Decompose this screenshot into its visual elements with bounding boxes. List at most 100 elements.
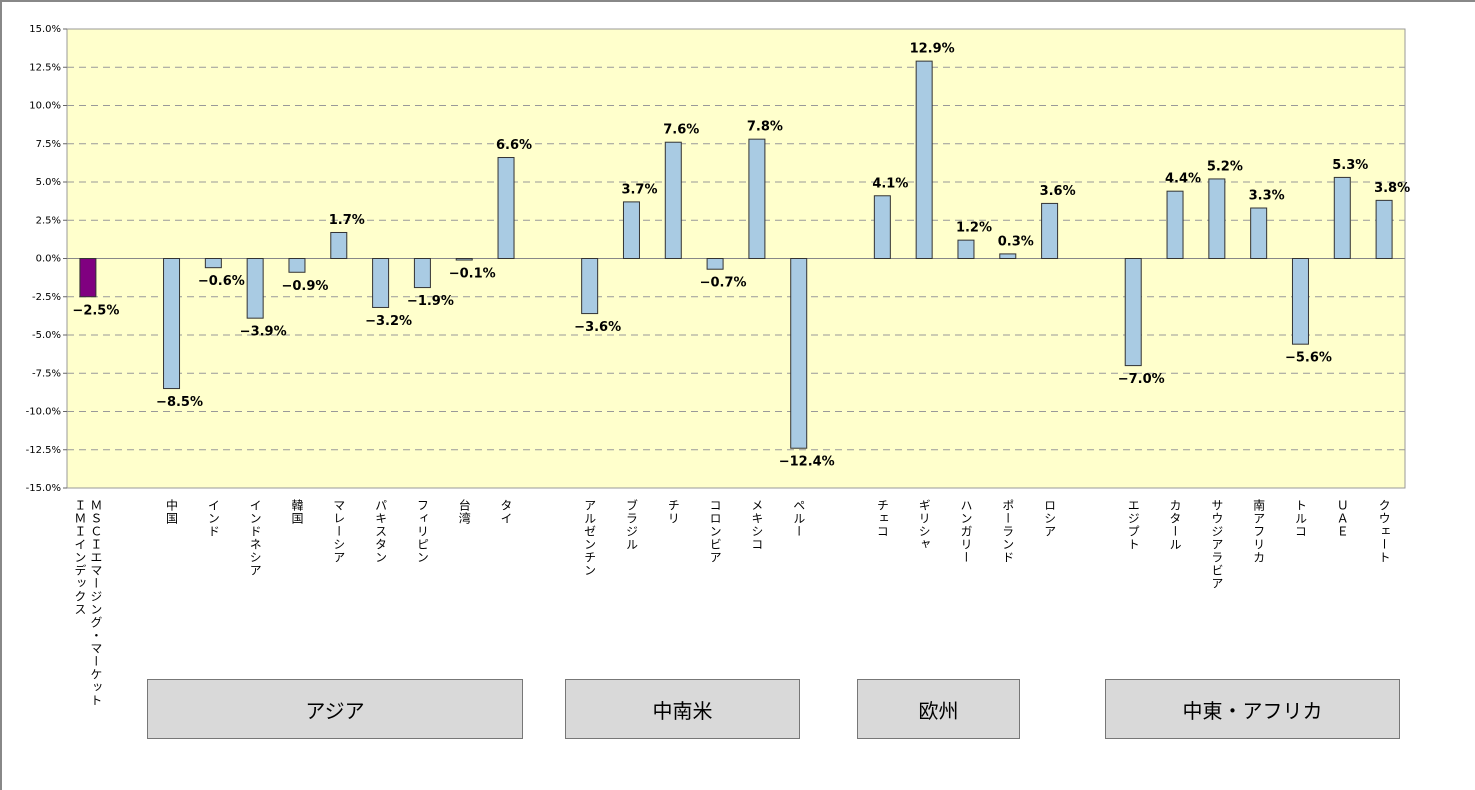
bar [790,258,808,449]
x-tick-label: ロシア [1042,499,1057,538]
x-tick-label: エジプト [1126,499,1141,551]
data-label: 1.7% [329,213,365,228]
x-tick-label: ハンガリー [958,499,973,564]
data-label: −12.4% [779,455,835,470]
data-label: 4.1% [872,176,908,191]
x-tick-label: 中国 [164,499,179,525]
x-tick-label: サウジアラビア [1209,499,1224,590]
bar [664,141,682,259]
bar [372,258,390,308]
x-tick-label: 台湾 [457,499,472,525]
y-tick-label: -10.0% [26,407,61,418]
x-tick-label: ＵＡＥ [1335,499,1350,538]
group-label: アジア [147,679,523,739]
bar [915,60,933,259]
data-label: −5.6% [1285,351,1332,366]
data-label: −7.0% [1118,372,1165,387]
y-tick-label: 0.0% [36,254,61,265]
x-tick-label: ＭＳＣＩエマージング・マーケット ＩＭＩインデックス [72,499,103,707]
x-tick-label: トルコ [1293,499,1308,538]
data-label: 3.7% [621,182,657,197]
data-label: −0.9% [281,279,328,294]
y-tick-label: -12.5% [26,445,61,456]
x-tick-label: ポーランド [1000,499,1015,564]
x-tick-label: 南アフリカ [1251,499,1266,564]
y-tick-label: -2.5% [32,292,61,303]
x-tick-label: カタール [1168,499,1183,551]
data-label: −8.5% [156,395,203,410]
x-tick-label: タイ [499,499,514,525]
data-label: 4.4% [1165,172,1201,187]
bar [1250,207,1268,259]
data-label: 0.3% [998,234,1034,249]
data-label: 7.6% [663,123,699,138]
data-label: −3.6% [574,320,621,335]
data-label: −0.1% [449,267,496,282]
data-label: −3.2% [365,314,412,329]
y-tick-label: -15.0% [26,483,61,494]
y-tick-label: 12.5% [29,62,61,73]
x-tick-label: アルゼンチン [582,499,597,577]
data-label: 3.3% [1249,189,1285,204]
bar [706,258,724,270]
bar [873,195,891,260]
data-label: 7.8% [747,120,783,135]
x-tick-label: チェコ [875,499,890,538]
data-label: −2.5% [72,303,119,318]
x-tick-label: パキスタン [373,499,388,564]
data-label: 6.6% [496,138,532,153]
bar [288,258,306,273]
group-label: 中東・アフリカ [1105,679,1400,739]
y-tick-label: 2.5% [36,215,61,226]
bar [413,258,431,289]
y-tick-label: 15.0% [29,24,61,35]
y-tick-label: 7.5% [36,139,61,150]
x-tick-label: メキシコ [749,499,764,551]
data-label: 1.2% [956,221,992,236]
y-tick-label: 5.0% [36,177,61,188]
data-label: 12.9% [910,42,955,57]
group-label: 中南米 [565,679,800,739]
x-tick-label: ブラジル [624,499,639,551]
bar [1124,258,1142,367]
data-label: −3.9% [240,325,287,340]
x-tick-label: クウェート [1377,499,1392,564]
bar [622,201,640,259]
bar [957,239,975,259]
data-label: 3.8% [1374,181,1410,196]
y-tick-label: 10.0% [29,101,61,112]
x-tick-label: チリ [666,499,681,525]
bar [204,258,222,269]
data-label: −0.6% [198,274,245,289]
bar [163,258,181,390]
bar [79,258,97,298]
data-label: −1.9% [407,294,454,309]
data-label: 3.6% [1040,184,1076,199]
x-tick-label: ペルー [791,499,806,538]
bar [1333,176,1351,259]
data-label: −0.7% [700,276,747,291]
bar [999,253,1017,260]
bar [455,258,473,261]
bar [1041,202,1059,259]
y-tick-label: -5.0% [32,330,61,341]
bar [1166,190,1184,259]
bar [330,231,348,260]
bar [1375,199,1393,259]
y-tick-label: -7.5% [32,368,61,379]
x-tick-label: インド [206,499,221,538]
bar [497,157,515,260]
x-tick-label: ギリシャ [917,499,932,551]
x-tick-label: コロンビア [708,499,723,564]
data-label: 5.2% [1207,159,1243,174]
bar [1208,178,1226,259]
bar [246,258,264,319]
bar [748,138,766,259]
x-tick-label: 韓国 [289,499,304,525]
x-tick-label: インドネシア [248,499,263,577]
x-tick-label: フィリピン [415,499,430,564]
bar [581,258,599,315]
data-label: 5.3% [1332,158,1368,173]
